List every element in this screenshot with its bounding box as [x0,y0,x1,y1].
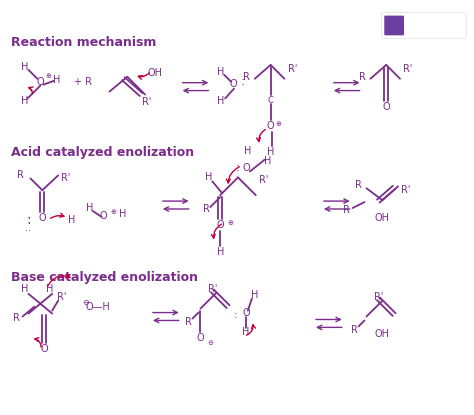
Text: BYJU'S: BYJU'S [415,19,450,29]
Text: ..: .. [26,223,31,233]
Text: OH: OH [147,68,163,78]
Text: B: B [391,20,398,30]
Text: O: O [40,344,48,354]
Text: OH: OH [375,329,390,339]
Text: ⊖: ⊖ [208,340,213,346]
Text: H: H [217,247,224,257]
Text: H: H [118,209,126,219]
Text: ⊕: ⊕ [227,220,233,226]
FancyBboxPatch shape [381,12,466,38]
Text: O: O [267,121,274,131]
Text: R: R [244,72,250,82]
Text: H: H [86,203,93,213]
Text: H: H [251,290,258,300]
Text: ⊕: ⊕ [46,73,51,79]
Text: H: H [244,146,252,156]
Text: O: O [383,103,390,112]
Text: O: O [242,163,250,173]
Text: ⊖: ⊖ [82,298,89,307]
Text: H: H [242,327,250,337]
Text: :: : [26,213,31,227]
Text: ⊕: ⊕ [275,121,282,127]
Text: R': R' [374,292,383,302]
Text: O: O [36,77,44,87]
Text: ⊕: ⊕ [110,209,117,215]
Text: R': R' [142,98,152,107]
Text: C: C [268,96,273,105]
Text: R: R [13,313,20,324]
Text: O: O [197,333,204,343]
Text: R': R' [259,176,268,186]
Text: R': R' [403,64,413,74]
FancyBboxPatch shape [384,16,404,35]
Text: H: H [21,62,28,72]
Text: Base catalyzed enolization: Base catalyzed enolization [11,271,198,283]
Text: O: O [38,213,46,223]
Text: R': R' [57,292,67,302]
Text: H: H [264,156,271,166]
Text: Reaction mechanism: Reaction mechanism [11,36,156,49]
Text: H: H [46,284,53,294]
Text: H: H [54,75,61,85]
Text: :: : [234,310,238,320]
Text: R': R' [61,173,71,183]
Text: O: O [100,211,108,221]
Text: O: O [242,308,250,317]
Text: R': R' [208,284,217,294]
Text: H: H [267,147,274,157]
Text: R: R [343,205,350,215]
Text: R: R [359,72,366,82]
Text: O: O [229,79,237,89]
Text: H: H [21,284,28,294]
Text: Acid catalyzed enolization: Acid catalyzed enolization [11,146,194,159]
Text: The Learning App: The Learning App [409,29,457,34]
Text: R: R [351,325,358,335]
Text: + R: + R [74,77,92,87]
Text: O: O [217,220,224,230]
Text: H: H [217,67,224,77]
Text: :: : [236,161,240,174]
Text: R': R' [288,64,297,74]
Text: R: R [17,171,24,181]
Text: R: R [203,204,210,214]
Text: R: R [185,317,192,327]
Text: OH: OH [375,213,390,223]
Text: H: H [205,172,212,183]
Text: H: H [21,96,28,106]
Text: H: H [68,215,76,225]
Text: R': R' [401,185,410,195]
Text: O—H: O—H [85,302,110,312]
Text: H: H [217,96,224,106]
Text: :: : [241,75,245,88]
Text: R: R [355,180,362,190]
